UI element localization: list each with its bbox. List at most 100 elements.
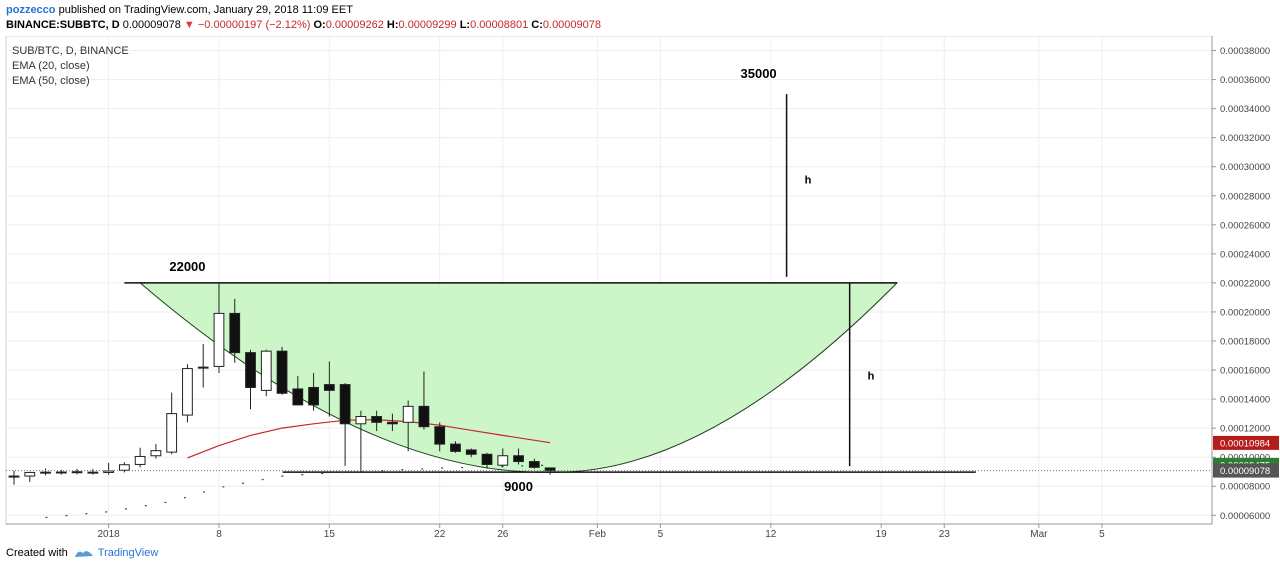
low-label: L: — [459, 19, 471, 31]
price-tick-label: 0.00030000 — [1220, 162, 1270, 173]
price-tag: 0.00009078 — [1213, 463, 1279, 478]
price-tag-label: 0.00009078 — [1220, 466, 1270, 477]
author-link[interactable]: pozzecco — [6, 4, 56, 16]
candle-body — [387, 421, 398, 425]
candle — [150, 444, 162, 459]
candle-body — [292, 388, 304, 406]
price-tick-label: 0.00012000 — [1220, 424, 1270, 435]
candle — [229, 298, 241, 363]
annotations: h h 22000 9000 35000 — [169, 66, 874, 494]
candle-body — [87, 471, 99, 474]
close-value: 0.00009078 — [542, 19, 602, 31]
price-axis[interactable]: 0.000060000.000080000.000100000.00012000… — [1211, 36, 1270, 524]
candle-body — [245, 352, 256, 388]
time-axis[interactable]: 2018 8 15 22 26 Feb 5 12 19 23 Mar 5 — [6, 523, 1212, 540]
change-value: −0.00000197 (−2.12%) — [197, 19, 311, 31]
high-value: 0.00009299 — [398, 19, 457, 31]
candle-body — [8, 475, 20, 478]
price-tag-bg — [1213, 463, 1279, 478]
candle — [402, 400, 414, 452]
publish-info: pozzecco published on TradingView.com, J… — [6, 4, 353, 16]
time-tick-label: 5 — [1099, 529, 1105, 540]
price-tick-label: 0.00036000 — [1220, 75, 1270, 86]
time-tick-label: 2018 — [97, 529, 120, 540]
chart-header: pozzecco published on TradingView.com, J… — [0, 0, 1280, 36]
price-tick-label: 0.00008000 — [1220, 482, 1270, 493]
candle-body — [528, 461, 540, 468]
candle-body — [513, 455, 524, 463]
legend-ema20[interactable]: EMA (20, close) — [12, 60, 90, 72]
cup-bottom-label: 9000 — [504, 479, 533, 494]
candle — [213, 282, 225, 373]
time-tick-label: Feb — [589, 529, 607, 540]
candle — [276, 346, 288, 395]
close-label: C: — [531, 19, 543, 31]
candle — [450, 441, 461, 453]
candle — [260, 349, 272, 397]
candle-body — [24, 471, 36, 477]
candle-body — [134, 455, 146, 465]
candle — [528, 458, 540, 469]
candle — [513, 448, 524, 465]
price-tick-label: 0.00038000 — [1220, 46, 1270, 57]
footer: Created with TradingView — [6, 547, 158, 559]
tradingview-link[interactable]: TradingView — [74, 547, 158, 559]
candle — [87, 469, 99, 475]
candle-body — [71, 471, 83, 474]
candle — [55, 469, 67, 475]
candle-body — [339, 384, 351, 425]
low-value: 0.00008801 — [470, 19, 529, 31]
candle-body — [465, 449, 477, 455]
open-value: 0.00009262 — [325, 19, 384, 31]
price-tick-label: 0.00032000 — [1220, 133, 1270, 144]
published-text: published on TradingView.com, January 29… — [58, 4, 353, 16]
last-price: 0.00009078 — [122, 19, 181, 31]
candle-body — [308, 386, 319, 406]
created-with-text: Created with — [6, 547, 68, 559]
candle-body — [450, 443, 461, 452]
candle-body — [40, 471, 51, 474]
candle — [418, 371, 430, 430]
candle — [371, 410, 383, 432]
price-tag-label: 0.00010984 — [1220, 438, 1270, 449]
time-tick-label: 15 — [324, 529, 336, 540]
candle — [339, 383, 351, 466]
time-tick-label: Mar — [1030, 529, 1048, 540]
time-tick-label: 22 — [434, 529, 446, 540]
price-chart[interactable]: h h 22000 9000 35000 0.00006000 0.00008000 0.0… — [0, 36, 1280, 544]
price-tick-label: 0.00014000 — [1220, 395, 1270, 406]
candle — [481, 452, 493, 469]
candle-body — [103, 470, 114, 473]
price-tick-label: 0.00034000 — [1220, 104, 1270, 115]
candle-body — [55, 471, 67, 474]
time-tick-label: 12 — [765, 529, 777, 540]
time-tick-label: 23 — [939, 529, 951, 540]
down-arrow-icon: ▼ — [183, 19, 195, 31]
symbol-label: BINANCE:SUBBTC, D — [6, 19, 120, 31]
open-label: O: — [313, 19, 326, 31]
price-tick-label: 0.00016000 — [1220, 366, 1270, 377]
candle-body — [497, 455, 509, 466]
candle — [323, 361, 335, 417]
candle — [497, 448, 509, 468]
candle — [8, 470, 20, 485]
cup-top-label: 22000 — [169, 259, 205, 274]
candle-body — [371, 416, 383, 423]
candle — [292, 375, 304, 406]
candle-body — [402, 405, 414, 423]
candles — [8, 282, 556, 485]
target-label: 35000 — [741, 66, 777, 81]
tradingview-logo-icon — [74, 551, 93, 557]
candle — [182, 364, 193, 423]
time-tick-label: 5 — [658, 529, 664, 540]
candle-body — [481, 453, 493, 465]
candle — [40, 468, 51, 476]
legend-ema50[interactable]: EMA (50, close) — [12, 75, 90, 87]
high-label: H: — [386, 19, 399, 31]
candle-body — [197, 366, 209, 369]
legend-pair: SUB/BTC, D, BINANCE — [12, 45, 129, 57]
candle — [197, 343, 209, 388]
candle — [245, 349, 256, 410]
ohlc-line: BINANCE:SUBBTC, D 0.00009078 ▼ −0.000001… — [6, 19, 601, 31]
